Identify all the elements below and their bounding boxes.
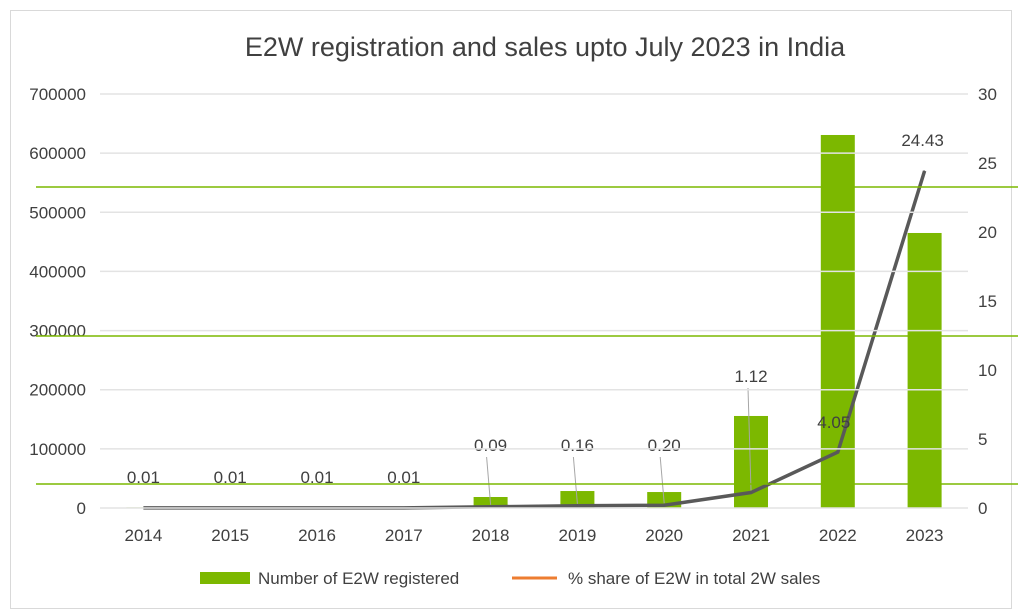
data-label: 1.12: [734, 367, 767, 386]
line-series: [143, 170, 927, 510]
line-point-2019: [576, 505, 578, 507]
line-point-2022: [837, 451, 839, 453]
data-label: 0.16: [561, 436, 594, 455]
chart-frame: [10, 10, 1012, 609]
x-tick-label: 2022: [819, 526, 857, 545]
data-label: 0.01: [214, 468, 247, 487]
data-label: 0.01: [387, 468, 420, 487]
legend-label-line: % share of E2W in total 2W sales: [568, 569, 820, 588]
y-right-tick-label: 25: [978, 154, 997, 173]
y-right-tick-label: 0: [978, 499, 987, 518]
y-right-tick-label: 5: [978, 430, 987, 449]
x-tick-label: 2015: [211, 526, 249, 545]
data-label: 4.05: [817, 413, 850, 432]
bar-2022: [820, 134, 855, 508]
line-point-2021: [750, 492, 752, 494]
data-label: 0.01: [127, 468, 160, 487]
y-left-tick-label: 500000: [29, 203, 86, 222]
x-tick-label: 2016: [298, 526, 336, 545]
legend-swatch-bar: [200, 572, 250, 584]
data-label: 0.20: [648, 436, 681, 455]
y-left-tick-label: 300000: [29, 322, 86, 341]
line-point-2018: [490, 506, 492, 508]
x-tick-label: 2017: [385, 526, 423, 545]
leader-line: [486, 456, 492, 505]
line-point-2020: [663, 504, 665, 506]
x-tick-label: 2014: [124, 526, 162, 545]
x-tick-label: 2018: [472, 526, 510, 545]
y-left-tick-label: 400000: [29, 262, 86, 281]
data-label: 0.01: [300, 468, 333, 487]
y-right-tick-label: 10: [978, 361, 997, 380]
y-left-tick-label: 100000: [29, 440, 86, 459]
x-tick-label: 2021: [732, 526, 770, 545]
y-left-tick-label: 600000: [29, 144, 86, 163]
x-tick-label: 2023: [906, 526, 944, 545]
leader-line: [572, 456, 578, 504]
line-point-2023: [924, 170, 926, 172]
chart-title: E2W registration and sales upto July 202…: [245, 32, 846, 62]
leader-line: [659, 456, 665, 504]
y-left-tick-label: 700000: [29, 85, 86, 104]
y-right-tick-label: 15: [978, 292, 997, 311]
x-tick-label: 2020: [645, 526, 683, 545]
y-left-tick-label: 0: [77, 499, 86, 518]
data-label: 24.43: [901, 131, 944, 150]
leader-line: [747, 387, 752, 491]
legend-label-bar: Number of E2W registered: [258, 569, 459, 588]
y-right-tick-label: 20: [978, 223, 997, 242]
y-right-tick-label: 30: [978, 85, 997, 104]
bar-2023: [907, 232, 942, 508]
x-tick-label: 2019: [558, 526, 596, 545]
data-label: 0.09: [474, 436, 507, 455]
y-left-tick-label: 200000: [29, 381, 86, 400]
